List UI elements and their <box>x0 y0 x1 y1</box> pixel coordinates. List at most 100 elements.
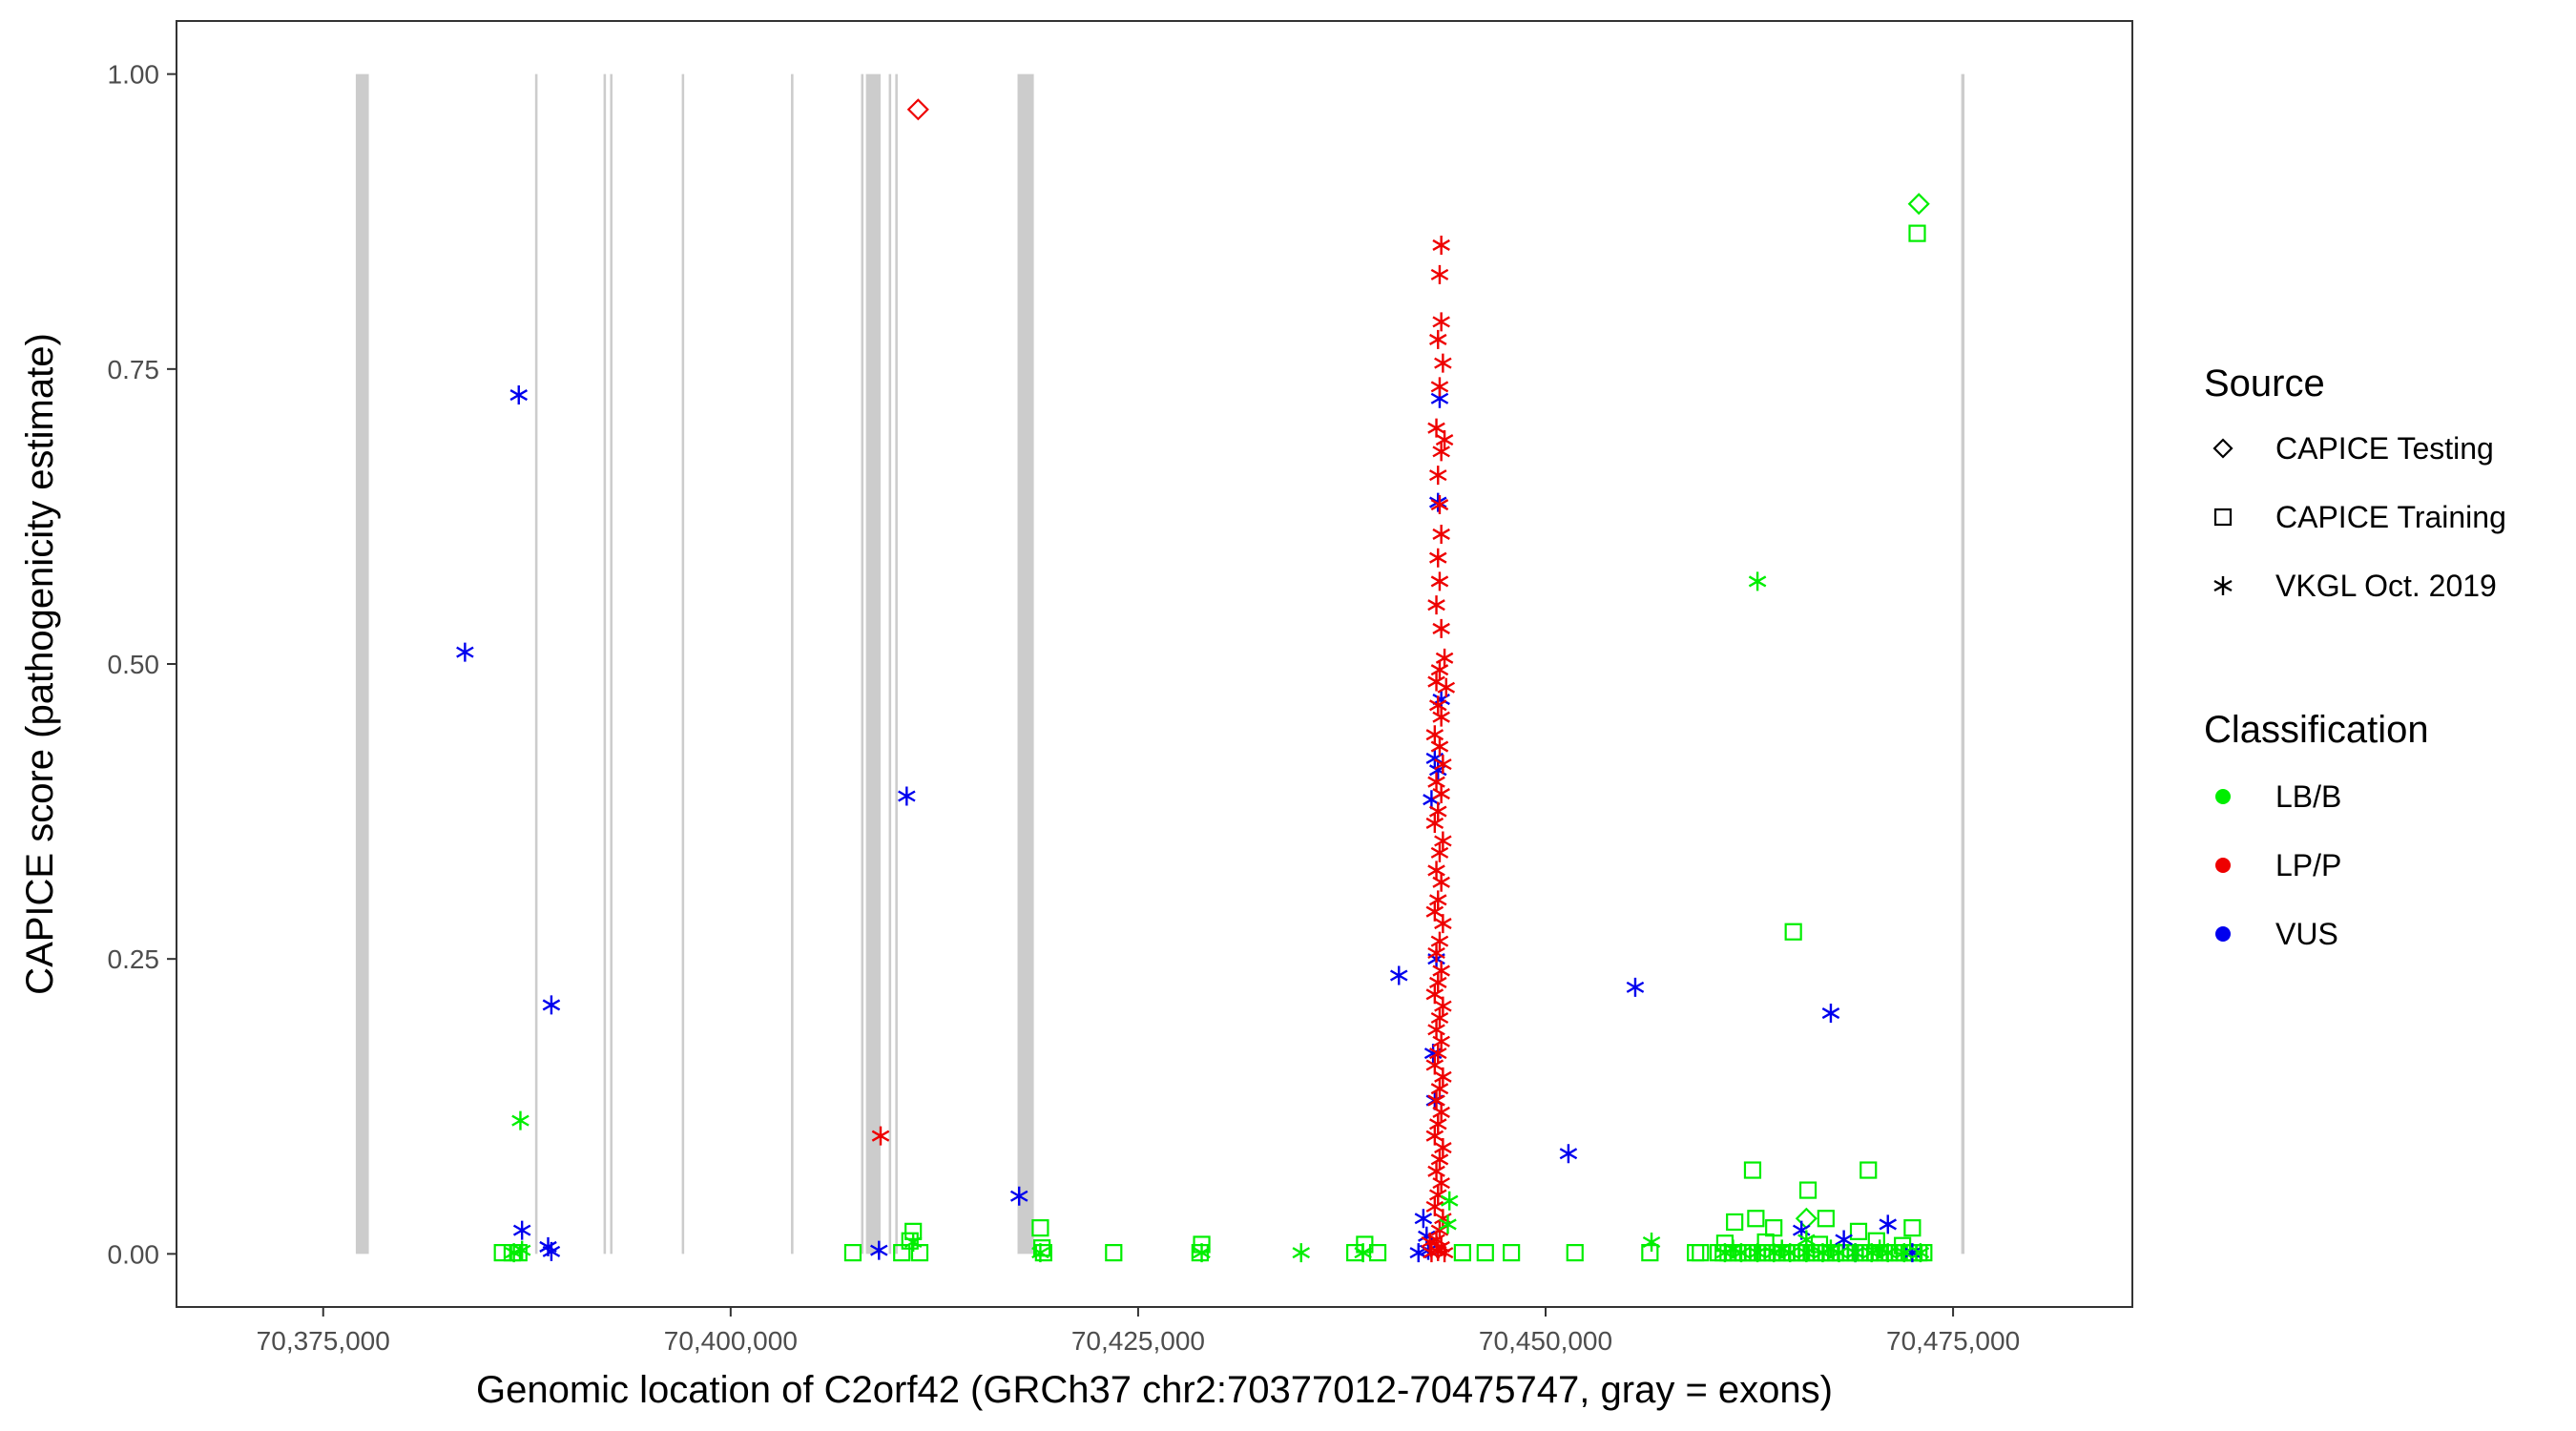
square-point <box>1105 1244 1123 1262</box>
asterisk-point <box>1432 442 1450 462</box>
asterisk-point <box>1748 571 1767 591</box>
legend-entry-vus: VUS <box>2215 917 2338 951</box>
square-point <box>1034 1244 1052 1262</box>
asterisk-point <box>871 1126 890 1146</box>
legend-label-capice-testing: CAPICE Testing <box>2275 431 2494 466</box>
legend-lpp-dot <box>2215 858 2231 873</box>
asterisk-point <box>1428 972 1447 992</box>
asterisk-point <box>1428 1044 1447 1064</box>
legend-entry-lbb: LB/B <box>2215 779 2341 814</box>
x-tick-label: 70,400,000 <box>664 1326 798 1356</box>
asterisk-point <box>1430 1008 1449 1028</box>
asterisk-point <box>1430 1150 1449 1170</box>
asterisk-point <box>1434 1138 1452 1158</box>
legend-classification-title: Classification <box>2204 709 2429 751</box>
square-point <box>1692 1244 1710 1262</box>
legend-square-marker <box>2213 508 2233 527</box>
x-axis: 70,375,000 70,400,000 70,425,000 70,450,000… <box>257 1307 2020 1356</box>
asterisk-point <box>1434 1067 1452 1087</box>
legend-label-lpp: LP/P <box>2275 848 2341 882</box>
square-point <box>1191 1244 1209 1262</box>
legend-entry-lpp: LP/P <box>2215 848 2341 882</box>
exon-bands <box>355 73 1965 1255</box>
square-point <box>843 1244 862 1262</box>
asterisk-point <box>1354 1243 1372 1263</box>
square-point <box>1817 1210 1835 1228</box>
asterisk-point <box>1626 977 1645 997</box>
asterisk-point <box>1428 492 1447 512</box>
asterisk-point <box>1414 1209 1433 1229</box>
asterisk-point <box>542 1241 561 1261</box>
exon-band <box>791 73 794 1255</box>
asterisk-point <box>1797 1230 1816 1250</box>
asterisk-point <box>1437 677 1456 697</box>
legend-lbb-dot <box>2215 789 2231 804</box>
exon-band <box>1961 73 1965 1255</box>
asterisk-point <box>1434 996 1452 1016</box>
asterisk-point <box>505 1243 523 1263</box>
asterisk-point <box>1430 571 1449 591</box>
asterisk-point <box>870 1240 888 1260</box>
asterisk-point <box>542 995 561 1015</box>
square-point <box>1784 923 1802 941</box>
asterisk-point <box>1425 1126 1444 1146</box>
square-point <box>893 1244 911 1262</box>
asterisk-point <box>1430 1079 1449 1099</box>
x-axis-title: Genomic location of C2orf42 (GRCh37 chr2… <box>476 1369 1833 1411</box>
asterisk-point <box>1432 961 1450 981</box>
y-axis-title: CAPICE score (pathogenicity estimate) <box>19 333 61 995</box>
legend-label-vus: VUS <box>2275 917 2338 951</box>
asterisk-point <box>509 385 529 405</box>
asterisk-point <box>1427 418 1445 438</box>
asterisk-point <box>1425 1196 1444 1216</box>
y-tick-label: 0.00 <box>108 1239 160 1269</box>
asterisk-point <box>1432 524 1450 544</box>
asterisk-point <box>1434 755 1452 775</box>
asterisk-point <box>1439 1214 1457 1234</box>
asterisk-point <box>1440 1191 1459 1211</box>
asterisk-point <box>1425 1055 1444 1075</box>
asterisk-point <box>1748 1243 1767 1263</box>
y-axis: 0.00 0.25 0.50 0.75 1.00 <box>108 60 177 1269</box>
legend-entry-vkgl: VKGL Oct. 2019 <box>2213 569 2497 603</box>
asterisk-point <box>1870 1239 1889 1259</box>
asterisk-point <box>1425 813 1444 833</box>
asterisk-point <box>456 642 474 662</box>
square-point <box>1743 1161 1762 1179</box>
asterisk-point <box>1428 548 1447 568</box>
x-tick-label: 70,375,000 <box>257 1326 390 1356</box>
legend-source-title: Source <box>2204 363 2325 404</box>
asterisk-point <box>1292 1243 1311 1263</box>
asterisk-point <box>1434 353 1452 373</box>
square-point <box>1756 1233 1775 1252</box>
asterisk-point <box>1903 1243 1922 1263</box>
asterisk-point <box>898 786 916 806</box>
asterisk-point <box>1435 430 1454 450</box>
asterisk-point <box>1418 1226 1436 1246</box>
asterisk-point <box>1428 466 1447 486</box>
asterisk-point <box>1846 1243 1864 1263</box>
legend-asterisk-marker <box>2213 576 2233 595</box>
asterisk-point <box>1434 831 1452 851</box>
asterisk-point <box>1432 784 1450 804</box>
square-point <box>1641 1244 1659 1262</box>
asterisk-point <box>1430 377 1449 397</box>
asterisk-point <box>1821 1004 1840 1024</box>
asterisk-point <box>1835 1230 1853 1250</box>
asterisk-point <box>1432 872 1450 892</box>
exon-band <box>603 73 607 1255</box>
asterisk-point <box>1430 495 1449 515</box>
y-tick-label: 0.50 <box>108 650 160 679</box>
asterisk-point <box>1432 1031 1450 1051</box>
asterisk-point <box>1389 965 1408 985</box>
asterisk-point <box>1430 264 1449 284</box>
exon-band <box>888 73 892 1255</box>
exon-band <box>861 73 864 1255</box>
asterisk-point <box>1432 312 1450 332</box>
asterisk-point <box>1879 1214 1898 1234</box>
asterisk-point <box>1911 1243 1930 1263</box>
asterisk-point <box>1009 1186 1028 1206</box>
square-point <box>1903 1219 1922 1237</box>
